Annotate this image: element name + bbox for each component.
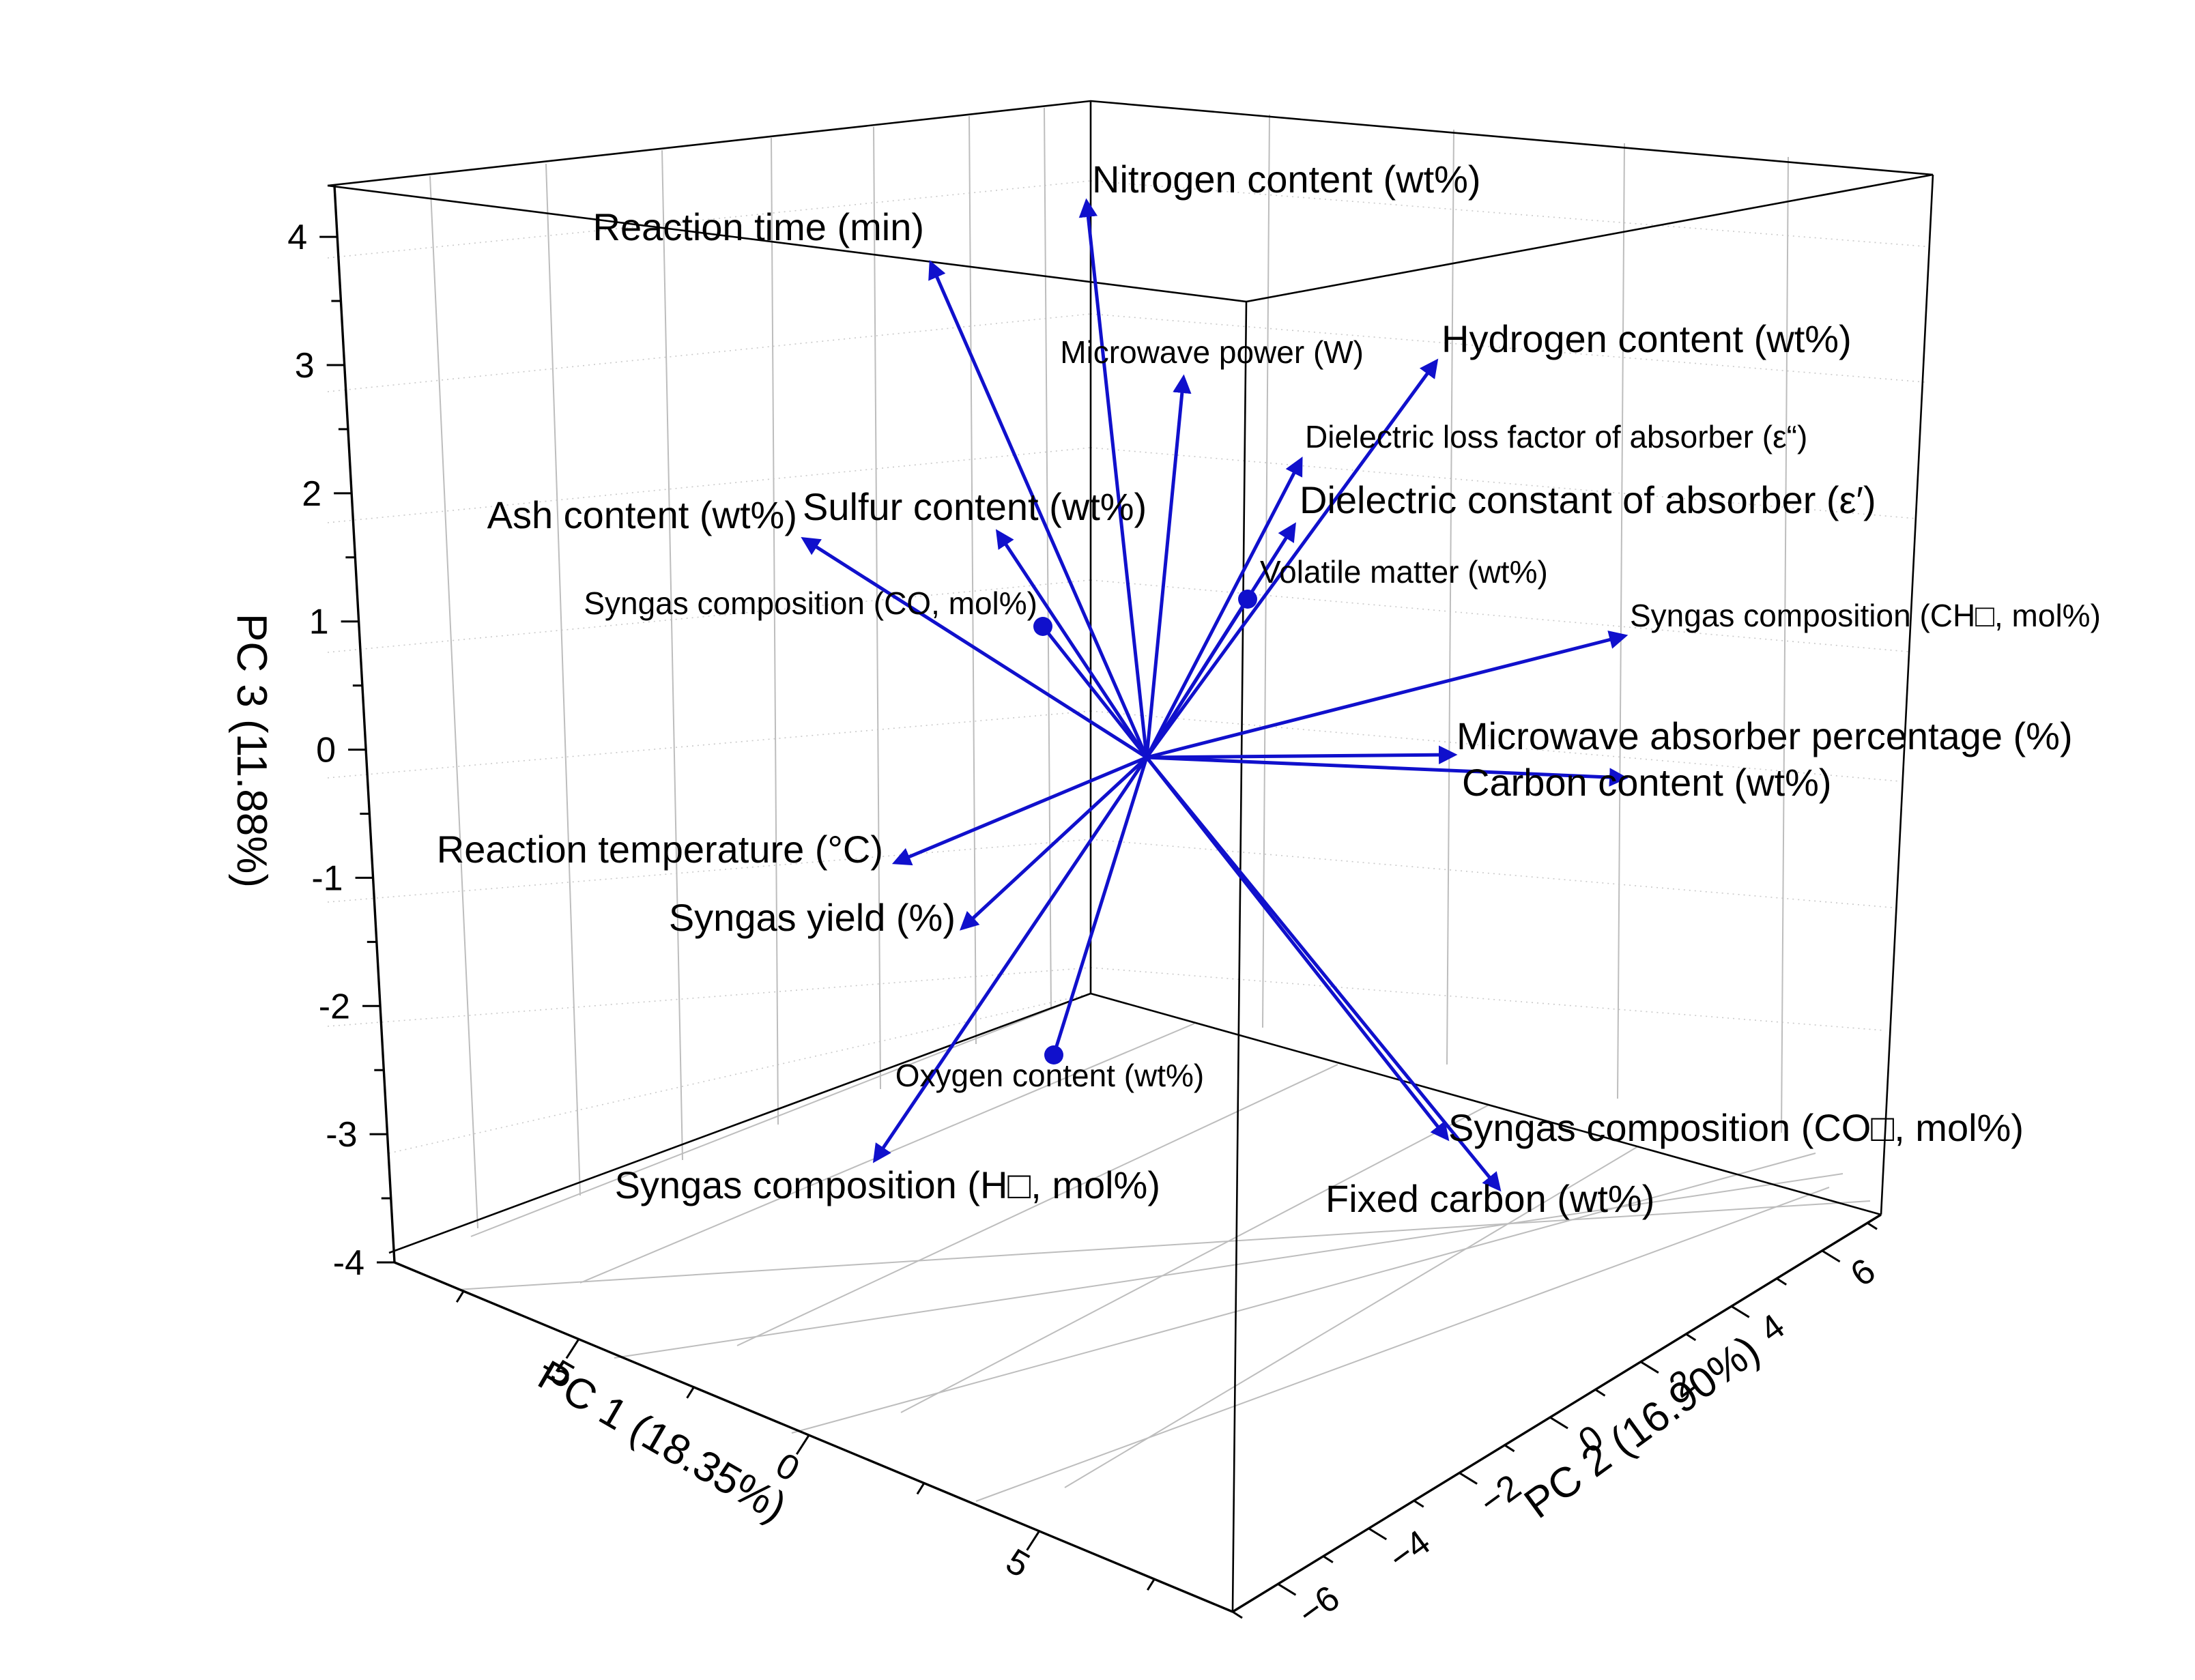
loading-vector-dot <box>1033 617 1052 636</box>
loading-vector <box>1145 374 1192 758</box>
z-tick-label: 4 <box>287 218 307 257</box>
y-tick-label: 6 <box>1843 1251 1882 1294</box>
vector-label: Syngas composition (CO□, mol%) <box>1448 1106 2024 1149</box>
z-tick-label: 3 <box>295 346 315 386</box>
x-tick <box>1026 1531 1040 1551</box>
loading-labels: Nitrogen content (wt%) Reaction time (min… <box>437 158 2101 1220</box>
loading-vector <box>1145 756 1502 1192</box>
loading-vector <box>1145 598 1250 759</box>
loading-vector <box>959 756 1148 931</box>
vector-label: Dielectric loss factor of absorber (ε“) <box>1305 419 1807 454</box>
z-axis-title: PC 3 (11.88%) <box>228 613 275 888</box>
z-tick-label: -4 <box>333 1243 364 1283</box>
loading-vector <box>995 529 1149 759</box>
z-axis-ticks: 4 3 2 1 0 -1 -2 -3 -4 <box>287 218 394 1283</box>
box-frame <box>327 100 1934 1612</box>
y-tick <box>1640 1361 1659 1374</box>
y-tick-label: −6 <box>1291 1578 1347 1634</box>
vector-label: Fixed carbon (wt%) <box>1325 1177 1654 1220</box>
x-tick-label: 5 <box>999 1541 1036 1586</box>
vector-label: Hydrogen content (wt%) <box>1441 317 1852 360</box>
y-minor-tick <box>1776 1277 1788 1286</box>
y-minor-tick <box>1413 1499 1424 1508</box>
loading-vector <box>891 755 1147 866</box>
y-tick <box>1730 1305 1750 1318</box>
z-tick-label: -3 <box>326 1115 357 1155</box>
vector-label: Syngas composition (CH□, mol%) <box>1630 598 2101 633</box>
x-axis-ticks: -505 <box>455 1290 1156 1591</box>
loading-vector <box>1042 625 1148 759</box>
vector-label: Syngas yield (%) <box>669 896 956 939</box>
y-tick-label: 4 <box>1753 1307 1792 1350</box>
loading-vectors <box>801 198 1629 1192</box>
loading-vector <box>928 259 1149 759</box>
y-minor-tick <box>1323 1555 1334 1563</box>
loading-vector-dot <box>1238 590 1257 609</box>
vector-label: Syngas composition (H□, mol%) <box>615 1163 1160 1206</box>
vector-label: Microwave absorber percentage (%) <box>1457 714 2073 757</box>
loading-vector <box>872 756 1149 1163</box>
x-minor-tick <box>455 1290 465 1303</box>
x-minor-tick <box>916 1482 926 1495</box>
x-minor-tick <box>686 1387 695 1399</box>
y-tick <box>1459 1472 1478 1485</box>
vector-label: Reaction time (min) <box>593 205 924 248</box>
x-axis-title: PC 1 (18.35%) <box>530 1352 794 1531</box>
y-minor-tick <box>1232 1610 1243 1619</box>
loading-vector <box>1052 757 1149 1056</box>
z-axis <box>333 185 396 1263</box>
z-tick-label: -1 <box>311 858 343 898</box>
y-axis-title: PC 2 (16.90%) <box>1516 1327 1768 1528</box>
x-minor-tick <box>1147 1578 1156 1591</box>
z-tick-label: 0 <box>316 731 336 770</box>
y-tick <box>1549 1416 1568 1430</box>
loading-vector <box>1145 457 1303 759</box>
x-tick <box>795 1434 810 1455</box>
y-axis <box>1232 1213 1882 1613</box>
y-tick <box>1821 1249 1841 1263</box>
vector-label: Reaction temperature (°C) <box>437 828 883 871</box>
z-tick-label: -2 <box>319 987 350 1026</box>
y-minor-tick <box>1685 1333 1697 1342</box>
y-tick <box>1368 1527 1388 1541</box>
loading-vector <box>1145 358 1439 759</box>
back-left-wall <box>327 107 1091 1229</box>
y-minor-tick <box>1504 1444 1515 1453</box>
y-minor-tick <box>1867 1221 1878 1230</box>
vector-label: Carbon content (wt%) <box>1462 761 1832 804</box>
vector-label: Oxygen content (wt%) <box>895 1058 1205 1093</box>
loading-vector <box>1146 745 1458 764</box>
z-tick-label: 2 <box>302 474 321 514</box>
z-tick-label: 1 <box>309 603 329 642</box>
vector-label: Sulfur content (wt%) <box>803 485 1147 528</box>
vector-label: Nitrogen content (wt%) <box>1092 158 1481 201</box>
loading-vector <box>1146 755 1629 787</box>
vector-label: Ash content (wt%) <box>487 493 797 536</box>
x-axis <box>394 1261 1233 1613</box>
y-minor-tick <box>1594 1389 1606 1397</box>
x-tick <box>565 1338 580 1359</box>
y-tick <box>1277 1583 1297 1596</box>
loading-vector <box>1078 198 1149 758</box>
vector-label: Microwave power (W) <box>1060 334 1364 370</box>
loading-vector-dot <box>1044 1045 1063 1065</box>
y-tick-label: −4 <box>1381 1522 1437 1578</box>
vector-label: Syngas composition (CO, mol%) <box>584 585 1037 621</box>
loading-vector <box>1146 631 1629 759</box>
vector-label: Volatile matter (wt%) <box>1260 554 1548 590</box>
loading-vector <box>801 537 1148 759</box>
vector-label: Dielectric constant of absorber (ε′) <box>1300 478 1876 521</box>
